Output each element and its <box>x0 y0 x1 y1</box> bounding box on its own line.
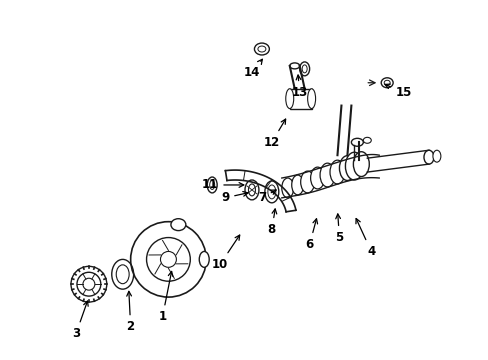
Ellipse shape <box>291 175 303 195</box>
Text: 10: 10 <box>212 235 239 271</box>
Text: 12: 12 <box>263 119 285 149</box>
Ellipse shape <box>345 152 363 180</box>
Ellipse shape <box>320 163 334 187</box>
Text: 14: 14 <box>244 59 262 79</box>
Ellipse shape <box>351 138 363 146</box>
Ellipse shape <box>432 150 440 162</box>
Text: 4: 4 <box>355 219 375 258</box>
Ellipse shape <box>289 63 299 69</box>
Text: 3: 3 <box>72 301 88 340</box>
Ellipse shape <box>381 78 392 88</box>
Text: 9: 9 <box>221 192 247 204</box>
Text: 15: 15 <box>384 84 411 99</box>
Ellipse shape <box>307 89 315 109</box>
Ellipse shape <box>310 167 324 189</box>
Text: 8: 8 <box>267 209 276 236</box>
Ellipse shape <box>329 160 344 184</box>
Ellipse shape <box>281 178 293 198</box>
Ellipse shape <box>363 137 370 143</box>
Ellipse shape <box>285 89 293 109</box>
Ellipse shape <box>300 171 314 193</box>
Text: 11: 11 <box>202 179 244 192</box>
Ellipse shape <box>171 219 185 231</box>
Text: 1: 1 <box>158 271 173 323</box>
Text: 13: 13 <box>291 75 307 99</box>
Text: 2: 2 <box>126 291 134 333</box>
Ellipse shape <box>254 43 269 55</box>
Ellipse shape <box>199 251 209 267</box>
Ellipse shape <box>339 156 355 180</box>
Text: 7: 7 <box>257 190 276 204</box>
Ellipse shape <box>353 152 368 176</box>
Text: 5: 5 <box>335 214 343 244</box>
Bar <box>289 89 311 109</box>
Ellipse shape <box>423 150 433 164</box>
Text: 6: 6 <box>305 219 317 251</box>
